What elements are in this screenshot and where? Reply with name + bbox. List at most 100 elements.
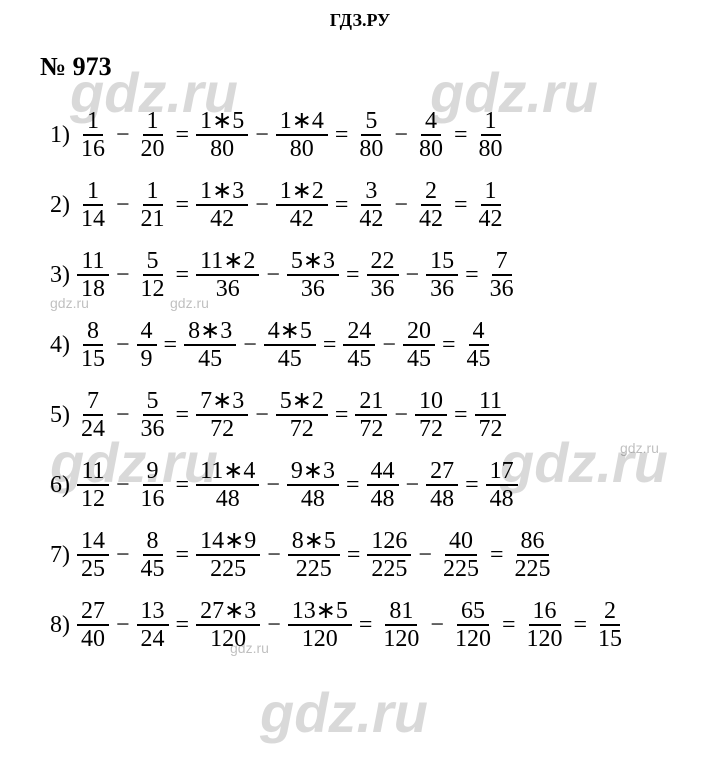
operator: −	[406, 262, 420, 289]
fraction-denominator: 80	[355, 136, 387, 162]
operator: =	[454, 122, 468, 149]
fraction-denominator: 36	[426, 276, 458, 302]
fraction-denominator: 45	[403, 346, 435, 372]
fraction-denominator: 72	[286, 416, 318, 442]
fraction-denominator: 36	[297, 276, 329, 302]
fraction-numerator: 126	[367, 528, 411, 556]
fraction-denominator: 72	[475, 416, 507, 442]
fraction-denominator: 48	[297, 486, 329, 512]
operator: =	[490, 542, 504, 569]
fraction-denominator: 42	[475, 206, 507, 232]
fraction: 121	[137, 178, 169, 233]
equation-row: 4)815−49=8∗345−4∗545=2445−2045=445	[40, 310, 629, 380]
fraction: 11∗236	[196, 248, 259, 303]
site-header: ГДЗ.РУ	[0, 0, 720, 31]
fraction: 65120	[451, 598, 495, 653]
fraction-denominator: 45	[463, 346, 495, 372]
fraction-denominator: 36	[367, 276, 399, 302]
fraction: 1∗580	[196, 108, 248, 163]
fraction-denominator: 225	[206, 556, 250, 582]
operator: =	[359, 612, 373, 639]
operator: −	[418, 542, 432, 569]
equation-index: 2)	[40, 192, 70, 219]
fraction-numerator: 7∗3	[196, 388, 248, 416]
fraction: 8∗345	[184, 318, 236, 373]
fraction-numerator: 1∗2	[276, 178, 328, 206]
equation-index: 6)	[40, 472, 70, 499]
fraction-numerator: 44	[367, 458, 399, 486]
fraction-numerator: 1	[83, 178, 103, 206]
fraction-denominator: 14	[77, 206, 109, 232]
equation-index: 1)	[40, 122, 70, 149]
fraction: 180	[475, 108, 507, 163]
fraction: 724	[77, 388, 109, 443]
fraction-numerator: 5	[143, 248, 163, 276]
fraction-denominator: 72	[415, 416, 447, 442]
fraction-numerator: 5	[143, 388, 163, 416]
operator: −	[394, 122, 408, 149]
equation-row: 6)1112−916=11∗448−9∗348=4448−2748=1748	[40, 450, 629, 520]
fraction-numerator: 4	[421, 108, 441, 136]
fraction-numerator: 9	[143, 458, 163, 486]
fraction-denominator: 12	[137, 276, 169, 302]
fraction: 2236	[367, 248, 399, 303]
fraction-denominator: 42	[206, 206, 238, 232]
operator: =	[574, 612, 588, 639]
operator: −	[116, 542, 130, 569]
fraction-denominator: 24	[77, 416, 109, 442]
fraction: 215	[594, 598, 626, 653]
fraction-denominator: 120	[206, 626, 250, 652]
fraction: 81120	[379, 598, 423, 653]
fraction-numerator: 1	[481, 178, 501, 206]
fraction-denominator: 45	[343, 346, 375, 372]
fraction-denominator: 40	[77, 626, 109, 652]
fraction: 2748	[426, 458, 458, 513]
fraction-numerator: 8∗3	[184, 318, 236, 346]
fraction-denominator: 72	[206, 416, 238, 442]
operator: =	[346, 262, 360, 289]
equation-index: 5)	[40, 402, 70, 429]
fraction: 1536	[426, 248, 458, 303]
fraction: 7∗372	[196, 388, 248, 443]
fraction-denominator: 48	[212, 486, 244, 512]
fraction: 342	[355, 178, 387, 233]
fraction-denominator: 16	[137, 486, 169, 512]
fraction-numerator: 16	[529, 598, 561, 626]
fraction-numerator: 20	[403, 318, 435, 346]
fraction: 512	[137, 248, 169, 303]
operator: −	[116, 612, 130, 639]
fraction-numerator: 7	[492, 248, 512, 276]
fraction-denominator: 48	[486, 486, 518, 512]
fraction-denominator: 120	[523, 626, 567, 652]
operator: =	[323, 332, 337, 359]
fraction: 2445	[343, 318, 375, 373]
fraction-numerator: 2	[600, 598, 620, 626]
fraction-denominator: 20	[137, 136, 169, 162]
fraction-denominator: 15	[77, 346, 109, 372]
fraction-numerator: 14	[77, 528, 109, 556]
fraction-denominator: 45	[194, 346, 226, 372]
fraction-denominator: 80	[475, 136, 507, 162]
operator: −	[430, 612, 444, 639]
fraction-numerator: 1∗3	[196, 178, 248, 206]
fraction: 2172	[355, 388, 387, 443]
fraction-numerator: 15	[426, 248, 458, 276]
fraction: 86225	[511, 528, 555, 583]
equation-row: 8)2740−1324=27∗3120−13∗5120=81120−65120=…	[40, 590, 629, 660]
fraction: 815	[77, 318, 109, 373]
fraction-numerator: 8∗5	[288, 528, 340, 556]
fraction: 1172	[475, 388, 507, 443]
operator: =	[454, 192, 468, 219]
fraction-numerator: 1	[83, 108, 103, 136]
fraction-denominator: 21	[137, 206, 169, 232]
fraction-numerator: 7	[83, 388, 103, 416]
fraction: 480	[415, 108, 447, 163]
operator: −	[255, 192, 269, 219]
fraction-numerator: 1∗5	[196, 108, 248, 136]
equation-index: 8)	[40, 612, 70, 639]
operator: =	[335, 192, 349, 219]
fraction: 536	[137, 388, 169, 443]
fraction: 27∗3120	[196, 598, 260, 653]
equation-index: 4)	[40, 332, 70, 359]
fraction: 120	[137, 108, 169, 163]
